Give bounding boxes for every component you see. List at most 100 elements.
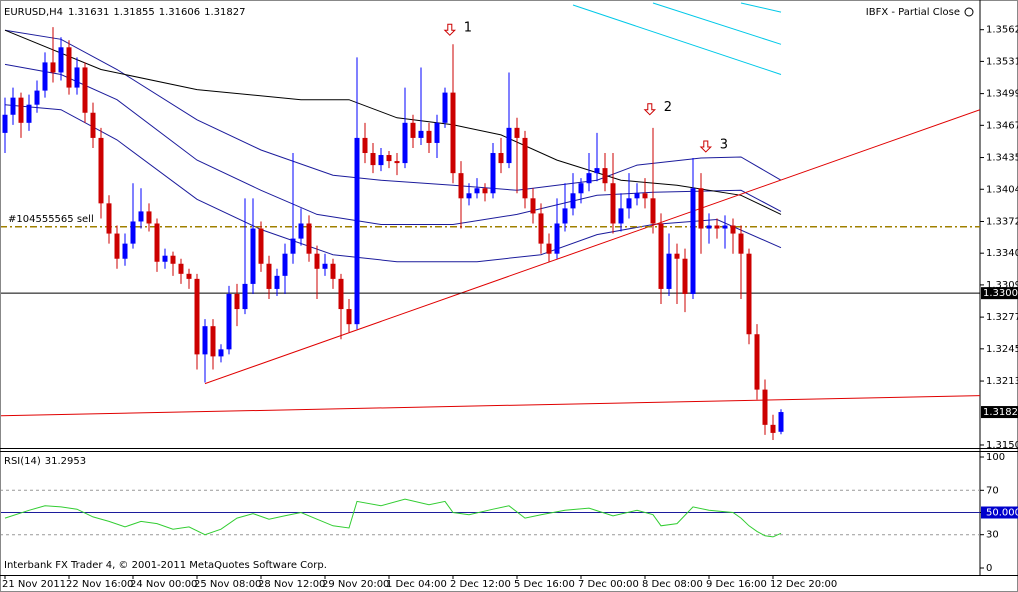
- x-tick-label: 28 Nov 12:00: [258, 579, 325, 590]
- candle-body: [474, 188, 480, 194]
- candle-body: [66, 47, 72, 88]
- x-tick-label: 1 Dec 04:00: [386, 579, 447, 590]
- y-tick-label: 1.33090: [986, 280, 1018, 291]
- rsi-header: RSI(14) 31.2953: [4, 456, 86, 467]
- candle-body: [218, 349, 224, 357]
- candle-body: [314, 253, 320, 269]
- rsi-tick-label: 50.0000: [986, 508, 1018, 519]
- y-tick-label: 1.34675: [986, 120, 1018, 131]
- rsi-tick-label: 30: [986, 530, 999, 541]
- y-tick-label: 1.33720: [986, 216, 1018, 227]
- candle-body: [258, 228, 264, 264]
- annotation-label: 2: [664, 100, 672, 115]
- candle-body: [154, 223, 160, 262]
- candle-body: [2, 114, 8, 133]
- x-tick-label: 29 Nov 20:00: [322, 579, 389, 590]
- candle-body: [82, 67, 88, 113]
- candle-body: [466, 193, 472, 199]
- indicator-line: [4, 29, 782, 191]
- x-tick-label: 21 Nov 2011: [2, 579, 66, 590]
- y-tick-label: 1.34990: [986, 89, 1018, 100]
- candle-body: [386, 155, 392, 162]
- candle-body: [514, 127, 520, 138]
- y-tick-label: 1.35625: [986, 25, 1018, 36]
- candle-body: [186, 273, 192, 279]
- expert-icon: [964, 7, 974, 17]
- candle-body: [250, 228, 256, 284]
- candle-body: [330, 263, 336, 279]
- indicator-line: [572, 4, 782, 75]
- axes: 1.35625 1.35310 1.34990 1.34675 1.34355 1.340…: [2, 25, 1018, 590]
- candle-body: [26, 104, 32, 123]
- price-label-box: [981, 406, 1018, 419]
- x-tick-label: 12 Dec 20:00: [770, 579, 837, 590]
- candle-body: [610, 183, 616, 224]
- x-tick-label: 2 Dec 12:00: [450, 579, 511, 590]
- candle-body: [578, 183, 584, 194]
- candle-body: [58, 47, 64, 73]
- candle-body: [658, 223, 664, 289]
- candle-body: [530, 198, 536, 214]
- candle-body: [450, 92, 456, 174]
- candle-body: [482, 188, 488, 194]
- candle-body: [690, 188, 696, 294]
- candle-body: [434, 122, 440, 143]
- candle-body: [402, 122, 408, 164]
- candle-body: [282, 253, 288, 276]
- candle-body: [682, 258, 688, 294]
- arrow-icon: [443, 23, 457, 36]
- y-tick-label: 1.32455: [986, 344, 1018, 355]
- candle-body: [706, 225, 712, 229]
- candle-body: [642, 193, 648, 199]
- rsi-pane: [1, 489, 980, 538]
- candle-body: [194, 278, 200, 355]
- candle-body: [346, 309, 352, 325]
- y-tick-label: 1.33405: [986, 248, 1018, 259]
- header: EURUSD,H4 1.31631 1.31855 1.31606 1.31827: [4, 7, 245, 18]
- candle-body: [698, 188, 704, 229]
- candle-body: [586, 173, 592, 184]
- annotation-label: 3: [720, 137, 728, 152]
- price-label-box: [981, 287, 1018, 300]
- candle-body: [266, 263, 272, 289]
- rsi-label-box: [981, 506, 1018, 519]
- candle-body: [546, 243, 552, 254]
- candle-body: [50, 62, 56, 73]
- indicator-line: [1, 395, 980, 417]
- low: 1.31606: [159, 7, 200, 18]
- bid-label: 1.31827: [983, 407, 1018, 418]
- candle-body: [322, 263, 328, 269]
- high: 1.31855: [113, 7, 154, 18]
- candle-body: [146, 211, 152, 224]
- candle-body: [490, 153, 496, 194]
- candle-body: [122, 243, 128, 259]
- candle-body: [138, 211, 144, 222]
- candle-body: [498, 153, 504, 164]
- candle-body: [730, 225, 736, 234]
- open: 1.31631: [68, 7, 109, 18]
- candle-body: [18, 97, 24, 123]
- candle-body: [594, 168, 600, 174]
- y-tick-label: 1.34040: [986, 184, 1018, 195]
- close: 1.31827: [204, 7, 245, 18]
- candle-body: [362, 137, 368, 154]
- x-tick-label: 8 Dec 08:00: [642, 579, 703, 590]
- candle-body: [602, 168, 608, 184]
- candle-body: [618, 208, 624, 224]
- candle-body: [298, 223, 304, 239]
- candle-body: [170, 255, 176, 264]
- candle-body: [554, 223, 560, 254]
- annotation-label: 1: [464, 21, 472, 36]
- candle-body: [746, 253, 752, 335]
- candle-body: [378, 155, 384, 166]
- y-tick-label: 1.34355: [986, 153, 1018, 164]
- candle-body: [338, 278, 344, 310]
- candle-body: [634, 193, 640, 199]
- candle-body: [290, 238, 296, 254]
- candle-body: [10, 97, 16, 115]
- candle-body: [722, 225, 728, 229]
- candle-body: [442, 92, 448, 123]
- rsi-tick-label: 100: [986, 452, 1005, 463]
- candle-body: [178, 263, 184, 274]
